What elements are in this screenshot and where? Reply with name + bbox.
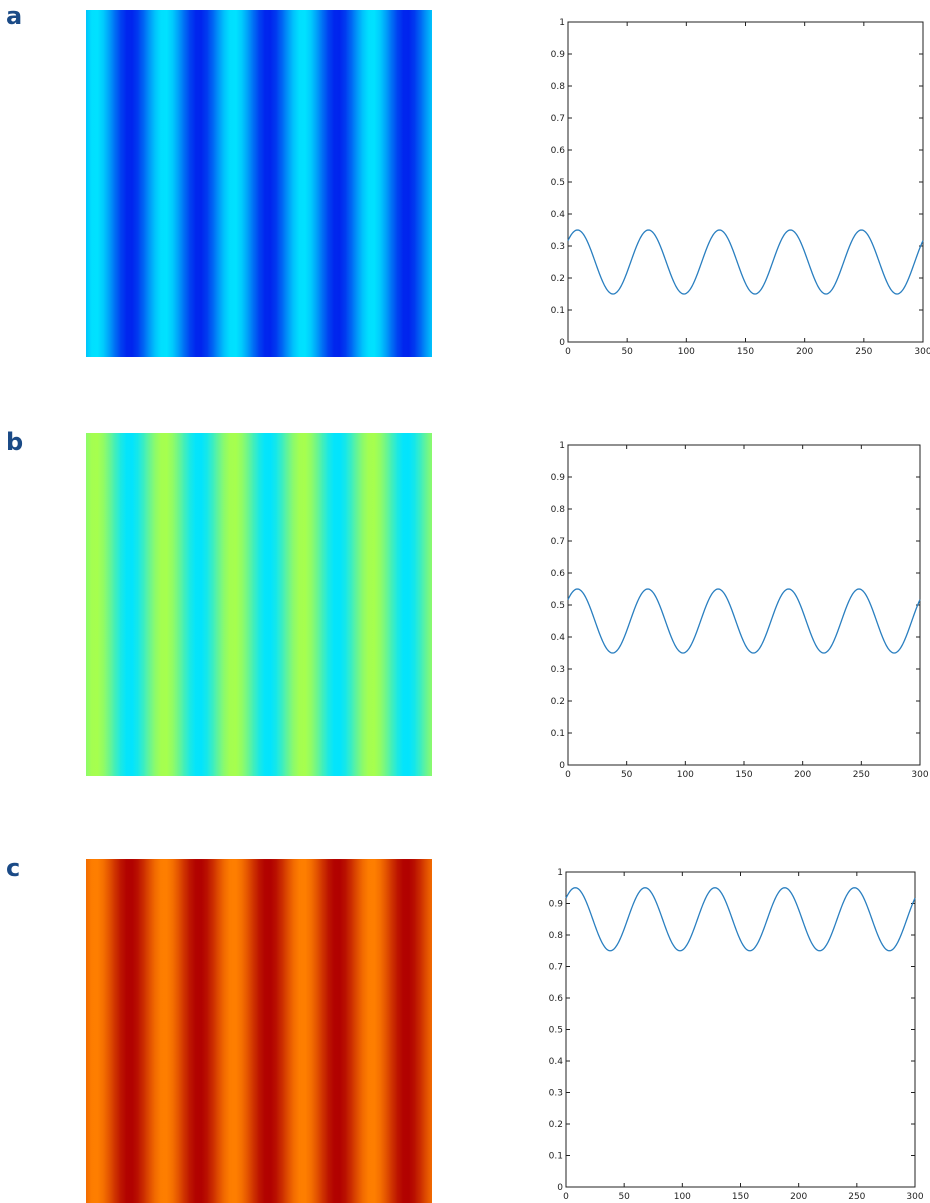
x-tick-label: 100	[678, 347, 695, 357]
y-tick-label: 0.7	[549, 963, 563, 973]
y-tick-label: 0.3	[551, 665, 565, 675]
panel-label-a: a	[6, 2, 23, 30]
stripe-heatmap-a	[86, 10, 432, 357]
y-tick-label: 0.5	[551, 178, 565, 188]
x-tick-label: 150	[735, 770, 752, 780]
x-tick-label: 200	[790, 1192, 807, 1202]
y-tick-label: 0.6	[551, 569, 566, 579]
x-tick-label: 50	[618, 1192, 630, 1202]
y-tick-label: 0.5	[549, 1026, 563, 1036]
y-tick-label: 0.2	[549, 1120, 563, 1130]
y-tick-label: 0.7	[551, 537, 565, 547]
x-tick-label: 250	[855, 347, 872, 357]
y-tick-label: 0.4	[551, 210, 566, 220]
plot-frame	[567, 444, 921, 766]
x-tick-label: 0	[565, 770, 571, 780]
y-tick-label: 0.2	[551, 274, 565, 284]
line-plot-a: 0 50 100 150 200 250 300 0 0.1 0.2 0.3 0.4 0.5 0.6 0.7…	[551, 18, 930, 357]
y-tick-label: 0.4	[549, 1057, 564, 1067]
y-tick-label: 0.7	[551, 114, 565, 124]
y-tick-label: 0.1	[551, 306, 565, 316]
x-tick-label: 250	[848, 1192, 865, 1202]
x-tick-label: 50	[621, 347, 633, 357]
x-tick-label: 0	[563, 1192, 569, 1202]
panel-label-b: b	[6, 428, 24, 456]
x-tick-label: 250	[853, 770, 870, 780]
line-plot-c: 0 50 100 150 200 250 300 0 0.1 0.2 0.3 0.4 0.5 0.6 0.7…	[549, 868, 924, 1202]
stripe-heatmap-c	[86, 859, 432, 1203]
y-tick-label: 0.1	[549, 1152, 563, 1162]
x-tick-label: 100	[677, 770, 694, 780]
x-tick-label: 50	[621, 770, 633, 780]
x-tick-label: 150	[732, 1192, 749, 1202]
y-tick-label: 0.6	[549, 994, 564, 1004]
y-tick-label: 0.8	[549, 931, 564, 941]
y-tick-label: 0.3	[549, 1089, 563, 1099]
x-tick-label: 200	[794, 770, 811, 780]
x-tick-label: 300	[911, 770, 928, 780]
y-tick-label: 0.4	[551, 633, 566, 643]
y-tick-label: 0.8	[551, 505, 566, 515]
y-tick-label: 1	[559, 18, 565, 28]
y-tick-label: 0.2	[551, 697, 565, 707]
y-tick-label: 1	[559, 441, 565, 451]
y-tick-label: 0.1	[551, 729, 565, 739]
y-tick-label: 0.5	[551, 601, 565, 611]
series-line	[567, 588, 921, 654]
y-tick-label: 0.8	[551, 82, 566, 92]
y-tick-label: 0.9	[549, 900, 564, 910]
plot-frame	[565, 871, 916, 1188]
x-tick-label: 100	[674, 1192, 691, 1202]
x-tick-label: 0	[565, 347, 571, 357]
y-tick-label: 0.9	[551, 473, 566, 483]
y-tick-label: 0.6	[551, 146, 566, 156]
x-tick-label: 150	[737, 347, 754, 357]
x-tick-label: 300	[906, 1192, 923, 1202]
x-tick-label: 200	[796, 347, 813, 357]
y-tick-label: 0.3	[551, 242, 565, 252]
y-tick-label: 0	[557, 1183, 563, 1193]
y-tick-label: 0	[559, 338, 565, 348]
series-line	[565, 887, 916, 952]
x-tick-label: 300	[914, 347, 930, 357]
line-plot-b: 0 50 100 150 200 250 300 0 0.1 0.2 0.3 0.4 0.5 0.6 0.7…	[551, 441, 929, 780]
y-tick-label: 0.9	[551, 50, 566, 60]
plot-frame	[567, 21, 924, 343]
series-line	[567, 229, 924, 295]
stripe-heatmap-b	[86, 433, 432, 776]
panel-label-c: c	[6, 854, 21, 882]
y-tick-label: 1	[557, 868, 563, 878]
y-tick-label: 0	[559, 761, 565, 771]
